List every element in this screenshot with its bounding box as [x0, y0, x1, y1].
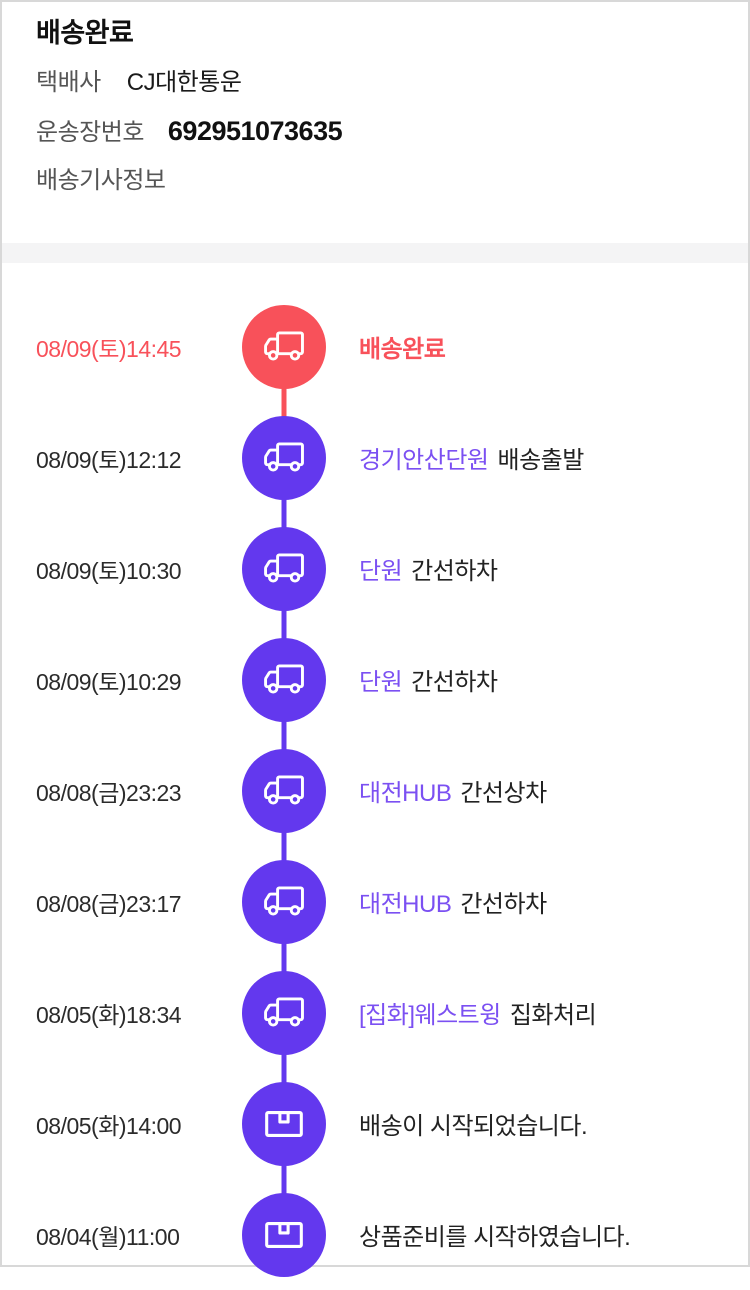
courier-value: CJ대한통운	[126, 69, 242, 96]
event-status: 집화처리	[509, 1002, 597, 1029]
event-text: [집화]웨스트윙 집화처리	[359, 995, 597, 1030]
timeline-connector-line	[281, 941, 287, 973]
event-text: 경기안산단원 배송출발	[359, 440, 584, 475]
event-status: 배송완료	[359, 336, 446, 363]
truck-icon	[263, 886, 304, 916]
event-icon-column	[242, 1068, 326, 1195]
section-divider	[2, 243, 748, 263]
event-status-circle	[242, 304, 326, 389]
event-datetime: 08/05(화)14:00	[36, 1112, 182, 1139]
event-location: 경기안산단원	[359, 447, 489, 474]
tracking-number-row: 운송장번호 692951073635	[36, 114, 714, 150]
courier-label: 택배사	[36, 69, 101, 96]
page-title: 배송완료	[36, 18, 134, 48]
timeline-event-row: 08/09(토)10:30 단원 간선하차	[2, 513, 748, 640]
event-icon-column	[242, 846, 326, 973]
event-datetime: 08/09(토)10:30	[36, 557, 182, 584]
timeline-event-row: 08/08(금)23:23 대전HUB 간선상차	[2, 735, 748, 862]
event-text: 배송완료	[359, 329, 446, 364]
tracking-number-label: 운송장번호	[36, 119, 144, 146]
event-datetime: 08/04(월)11:00	[36, 1223, 180, 1250]
event-location: 단원	[359, 558, 403, 585]
timeline-connector-line	[281, 608, 287, 640]
event-location: 단원	[359, 669, 403, 696]
event-status: 간선하차	[411, 558, 498, 585]
event-location: 대전HUB	[359, 780, 452, 807]
event-datetime: 08/05(화)18:34	[36, 1001, 182, 1028]
event-text: 대전HUB 간선하차	[359, 884, 547, 919]
truck-icon	[263, 775, 304, 805]
event-datetime: 08/09(토)14:45	[36, 335, 182, 362]
tracking-header: 배송완료 택배사 CJ대한통운 운송장번호 692951073635 배송기사정…	[2, 2, 748, 243]
event-status-circle	[242, 859, 326, 944]
event-icon-column	[242, 735, 326, 862]
event-datetime: 08/09(토)10:29	[36, 668, 182, 695]
event-text: 단원 간선하차	[359, 662, 498, 697]
event-status: 간선상차	[460, 780, 547, 807]
event-datetime: 08/09(토)12:12	[36, 446, 182, 473]
event-status: 간선하차	[411, 669, 498, 696]
event-status-circle	[242, 970, 326, 1055]
event-location: 대전HUB	[359, 891, 452, 918]
driver-info-label: 배송기사정보	[36, 167, 166, 194]
truck-icon	[263, 997, 304, 1027]
event-status-circle	[242, 1192, 326, 1277]
timeline-connector-line	[281, 830, 287, 862]
timeline-connector-line	[281, 719, 287, 751]
timeline-event-row: 08/04(월)11:00 상품준비를 시작하였습니다.	[2, 1179, 748, 1290]
tracking-number-value: 692951073635	[167, 116, 343, 146]
timeline-event-row: 08/05(화)18:34 [집화]웨스트윙 집화처리	[2, 957, 748, 1084]
event-status: 상품준비를 시작하였습니다.	[359, 1224, 631, 1251]
event-icon-column	[242, 624, 326, 751]
event-text: 상품준비를 시작하였습니다.	[359, 1217, 631, 1252]
event-status-circle	[242, 748, 326, 833]
event-text: 대전HUB 간선상차	[359, 773, 547, 808]
event-status-circle	[242, 1081, 326, 1166]
event-datetime: 08/08(금)23:23	[36, 779, 182, 806]
event-status-circle	[242, 637, 326, 722]
truck-icon	[263, 664, 304, 694]
truck-icon	[263, 331, 304, 361]
event-status-circle	[242, 415, 326, 500]
event-datetime: 08/08(금)23:17	[36, 890, 182, 917]
timeline-connector-line	[281, 386, 287, 418]
event-status: 간선하차	[460, 891, 547, 918]
event-icon-column	[242, 513, 326, 640]
event-icon-column	[242, 291, 326, 418]
timeline-event-row: 08/09(토)10:29 단원 간선하차	[2, 624, 748, 751]
timeline-connector-line	[281, 1052, 287, 1084]
box-icon	[265, 1221, 303, 1248]
box-icon	[265, 1110, 303, 1137]
event-text: 단원 간선하차	[359, 551, 498, 586]
event-icon-column	[242, 402, 326, 529]
event-icon-column	[242, 1179, 326, 1290]
driver-info-row: 배송기사정보	[36, 164, 714, 198]
timeline-connector-line	[281, 1163, 287, 1195]
event-icon-column	[242, 957, 326, 1084]
event-status: 배송출발	[497, 447, 584, 474]
event-location: [집화]웨스트윙	[359, 1002, 501, 1029]
courier-row: 택배사 CJ대한통운	[36, 66, 714, 100]
timeline-event-row: 08/05(화)14:00 배송이 시작되었습니다.	[2, 1068, 748, 1195]
event-status: 배송이 시작되었습니다.	[359, 1113, 588, 1140]
event-text: 배송이 시작되었습니다.	[359, 1106, 588, 1141]
timeline-event-row: 08/09(토)12:12 경기안산단원 배송출발	[2, 402, 748, 529]
timeline-event-row: 08/08(금)23:17 대전HUB 간선하차	[2, 846, 748, 973]
timeline-event-row: 08/09(토)14:45 배송완료	[2, 291, 748, 418]
truck-icon	[263, 442, 304, 472]
timeline: 08/09(토)14:45 배송완료 08/09(토)12:12	[2, 263, 748, 1290]
truck-icon	[263, 553, 304, 583]
timeline-connector-line	[281, 497, 287, 529]
event-status-circle	[242, 526, 326, 611]
